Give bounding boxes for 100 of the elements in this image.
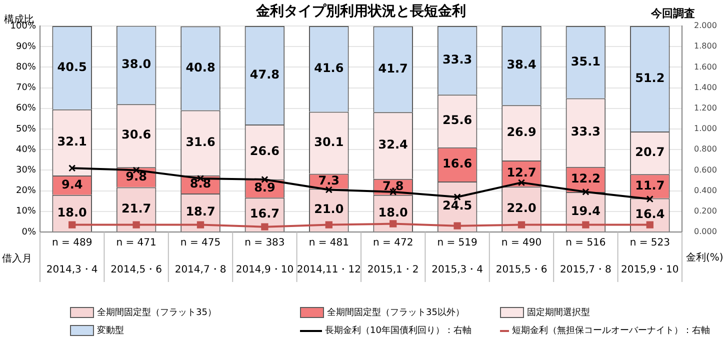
point [646,221,654,228]
data-label: 26.6 [250,144,280,158]
data-label: 25.6 [442,113,472,128]
data-label: 51.2 [635,70,665,85]
legend-label: 変動型 [96,324,125,337]
x-axis-title: 借入月 [2,252,32,265]
data-label: 35.1 [570,54,601,68]
x-tick-label: 2015,3・4 [432,264,483,276]
x-tick-label: 2014,5・6 [110,264,162,276]
point [132,221,140,228]
x-tick-label: 2015,5・6 [496,264,548,276]
legend-label: 短期金利（無担保コールオーバーナイト）：右軸 [511,324,710,337]
point [646,195,654,203]
y2-tick-label: 0.200 [694,206,717,216]
data-label: 26.9 [506,124,536,139]
chart-title: 金利タイプ別利用状況と長短金利 [255,2,466,20]
y-tick-label: 90% [16,42,36,52]
data-label: 33.3 [570,124,601,139]
point [196,221,204,228]
y-tick-label: 70% [16,83,36,94]
y-tick-label: 0% [22,227,36,238]
text: n = 475 [180,238,221,249]
point [582,221,590,228]
data-label: 8.9 [254,180,276,195]
data-label: 22.0 [506,201,536,216]
point [325,221,332,228]
point [325,186,332,194]
data-label: 32.1 [57,134,87,149]
y2-axis-title: 金利(%) [686,252,724,264]
point [390,220,397,228]
data-label: 12.2 [570,172,601,186]
legend-label: 長期金利（10年国債利回り）：右軸 [324,324,472,337]
data-label: 47.8 [250,67,280,82]
point [261,223,268,230]
y2-tick-label: 1.600 [694,62,717,72]
data-label: 31.6 [186,134,216,149]
data-label: 16.6 [442,156,472,171]
data-label: 33.3 [442,52,472,66]
data-label: 38.4 [506,58,536,72]
data-label: 9.8 [126,169,147,184]
point [68,164,76,172]
data-label: 38.0 [121,57,152,72]
data-label: 40.8 [186,60,216,74]
data-label: 32.4 [378,138,408,152]
data-label: 12.7 [506,166,536,180]
y-tick-label: 40% [16,144,36,155]
data-label: 30.1 [314,134,344,149]
text: n = 481 [308,238,349,249]
point [454,193,461,201]
y-tick-label: 20% [16,186,36,196]
y2-tick-label: 0.000 [694,227,717,236]
data-label: 40.5 [57,60,87,74]
x-tick-label: 2014,7・8 [174,264,226,276]
y-tick-label: 30% [16,166,36,176]
text: 今回調査 [650,6,695,20]
y2-tick-label: 1.000 [694,124,717,134]
legend-label: 固定期間選択型 [526,306,591,319]
data-label: 7.3 [318,173,340,188]
x-tick-label: 2015,7・8 [560,264,612,276]
y2-tick-label: 1.200 [694,103,717,112]
y-tick-label: 60% [16,104,36,114]
y2-tick-label: 2.000 [694,21,717,30]
data-label: 18.0 [378,205,408,220]
data-label: 9.4 [61,177,83,192]
text: n = 383 [244,238,285,249]
data-label: 20.7 [635,144,665,159]
data-label: 8.8 [190,176,212,191]
point [68,221,76,228]
point [582,188,590,196]
point [454,222,461,230]
y-tick-label: 50% [16,124,36,134]
text: n = 472 [373,238,414,249]
point [518,178,526,186]
x-tick-label: 2015,1・2 [367,264,419,276]
data-label: 16.4 [635,206,665,221]
data-label: 11.7 [635,178,665,192]
x-tick-label: 2014,9・10 [236,264,294,276]
data-label: 21.0 [314,202,344,216]
y2-tick-label: 0.600 [694,165,717,174]
text: n = 489 [52,238,92,249]
data-label: 18.7 [186,204,216,219]
x-tick-label: 2014,11・12 [296,264,361,276]
text: n = 471 [116,238,156,249]
y2-tick-label: 0.400 [694,186,717,195]
point [518,221,526,228]
y2-tick-label: 0.800 [694,144,717,154]
data-label: 41.7 [378,61,408,76]
y2-tick-label: 1.800 [694,42,717,51]
text: n = 519 [437,238,478,249]
legend-label: 全期間固定型（フラット35以外） [326,306,466,319]
y-tick-label: 80% [16,62,36,73]
data-label: 41.6 [314,60,344,75]
x-tick-label: 2015,9・10 [621,264,679,276]
data-label: 7.8 [382,179,404,194]
text: n = 516 [566,238,606,249]
legend-label: 全期間固定型（フラット35） [96,306,218,319]
y2-tick-label: 1.400 [694,82,717,92]
text: n = 490 [501,238,542,249]
data-label: 30.6 [121,128,152,142]
data-label: 24.5 [442,198,472,213]
